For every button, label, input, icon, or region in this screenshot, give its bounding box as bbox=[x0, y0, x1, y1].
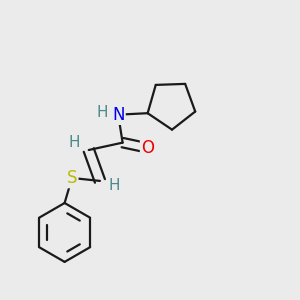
Text: H: H bbox=[96, 105, 108, 120]
Text: S: S bbox=[67, 169, 77, 187]
Text: O: O bbox=[141, 139, 154, 157]
Text: N: N bbox=[112, 106, 124, 124]
Text: H: H bbox=[108, 178, 120, 193]
Text: H: H bbox=[69, 135, 80, 150]
